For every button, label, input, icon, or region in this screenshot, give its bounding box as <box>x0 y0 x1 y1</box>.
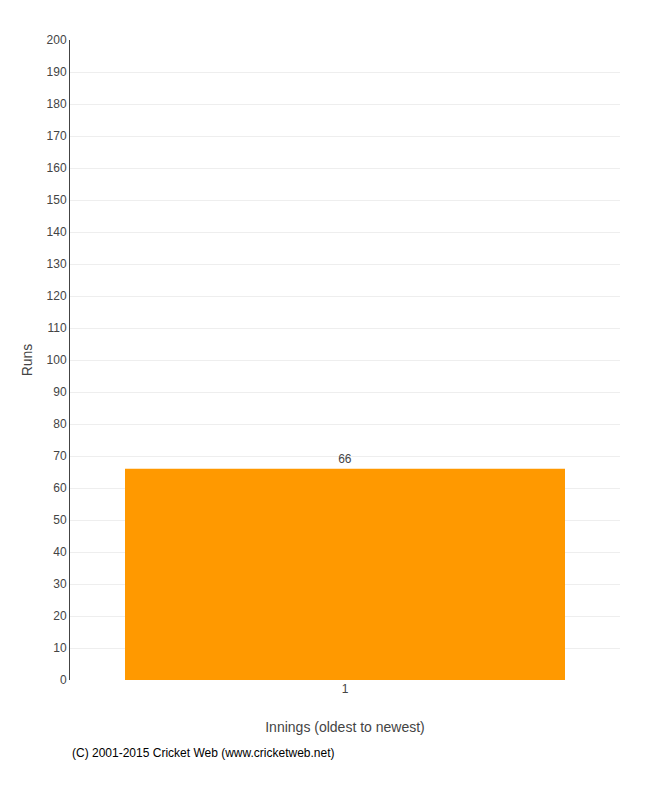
svg-text:10: 10 <box>53 641 67 655</box>
svg-text:100: 100 <box>47 353 67 367</box>
svg-text:150: 150 <box>47 193 67 207</box>
svg-text:200: 200 <box>47 33 67 47</box>
svg-text:50: 50 <box>53 513 67 527</box>
svg-text:Runs: Runs <box>19 344 35 377</box>
svg-text:190: 190 <box>47 65 67 79</box>
svg-text:170: 170 <box>47 129 67 143</box>
svg-text:20: 20 <box>53 609 67 623</box>
svg-text:80: 80 <box>53 417 67 431</box>
svg-text:(C) 2001-2015 Cricket Web (www: (C) 2001-2015 Cricket Web (www.cricketwe… <box>72 746 335 760</box>
svg-text:1: 1 <box>342 682 349 696</box>
svg-text:110: 110 <box>47 321 66 335</box>
svg-text:160: 160 <box>47 161 67 175</box>
svg-text:70: 70 <box>53 449 67 463</box>
svg-text:30: 30 <box>53 577 67 591</box>
svg-text:66: 66 <box>338 452 352 466</box>
svg-text:120: 120 <box>47 289 67 303</box>
svg-text:180: 180 <box>47 97 67 111</box>
svg-text:140: 140 <box>47 225 67 239</box>
svg-text:130: 130 <box>47 257 67 271</box>
svg-text:Innings (oldest to newest): Innings (oldest to newest) <box>265 719 425 735</box>
svg-text:40: 40 <box>53 545 67 559</box>
svg-text:90: 90 <box>53 385 67 399</box>
svg-text:0: 0 <box>60 673 67 687</box>
svg-text:60: 60 <box>53 481 67 495</box>
